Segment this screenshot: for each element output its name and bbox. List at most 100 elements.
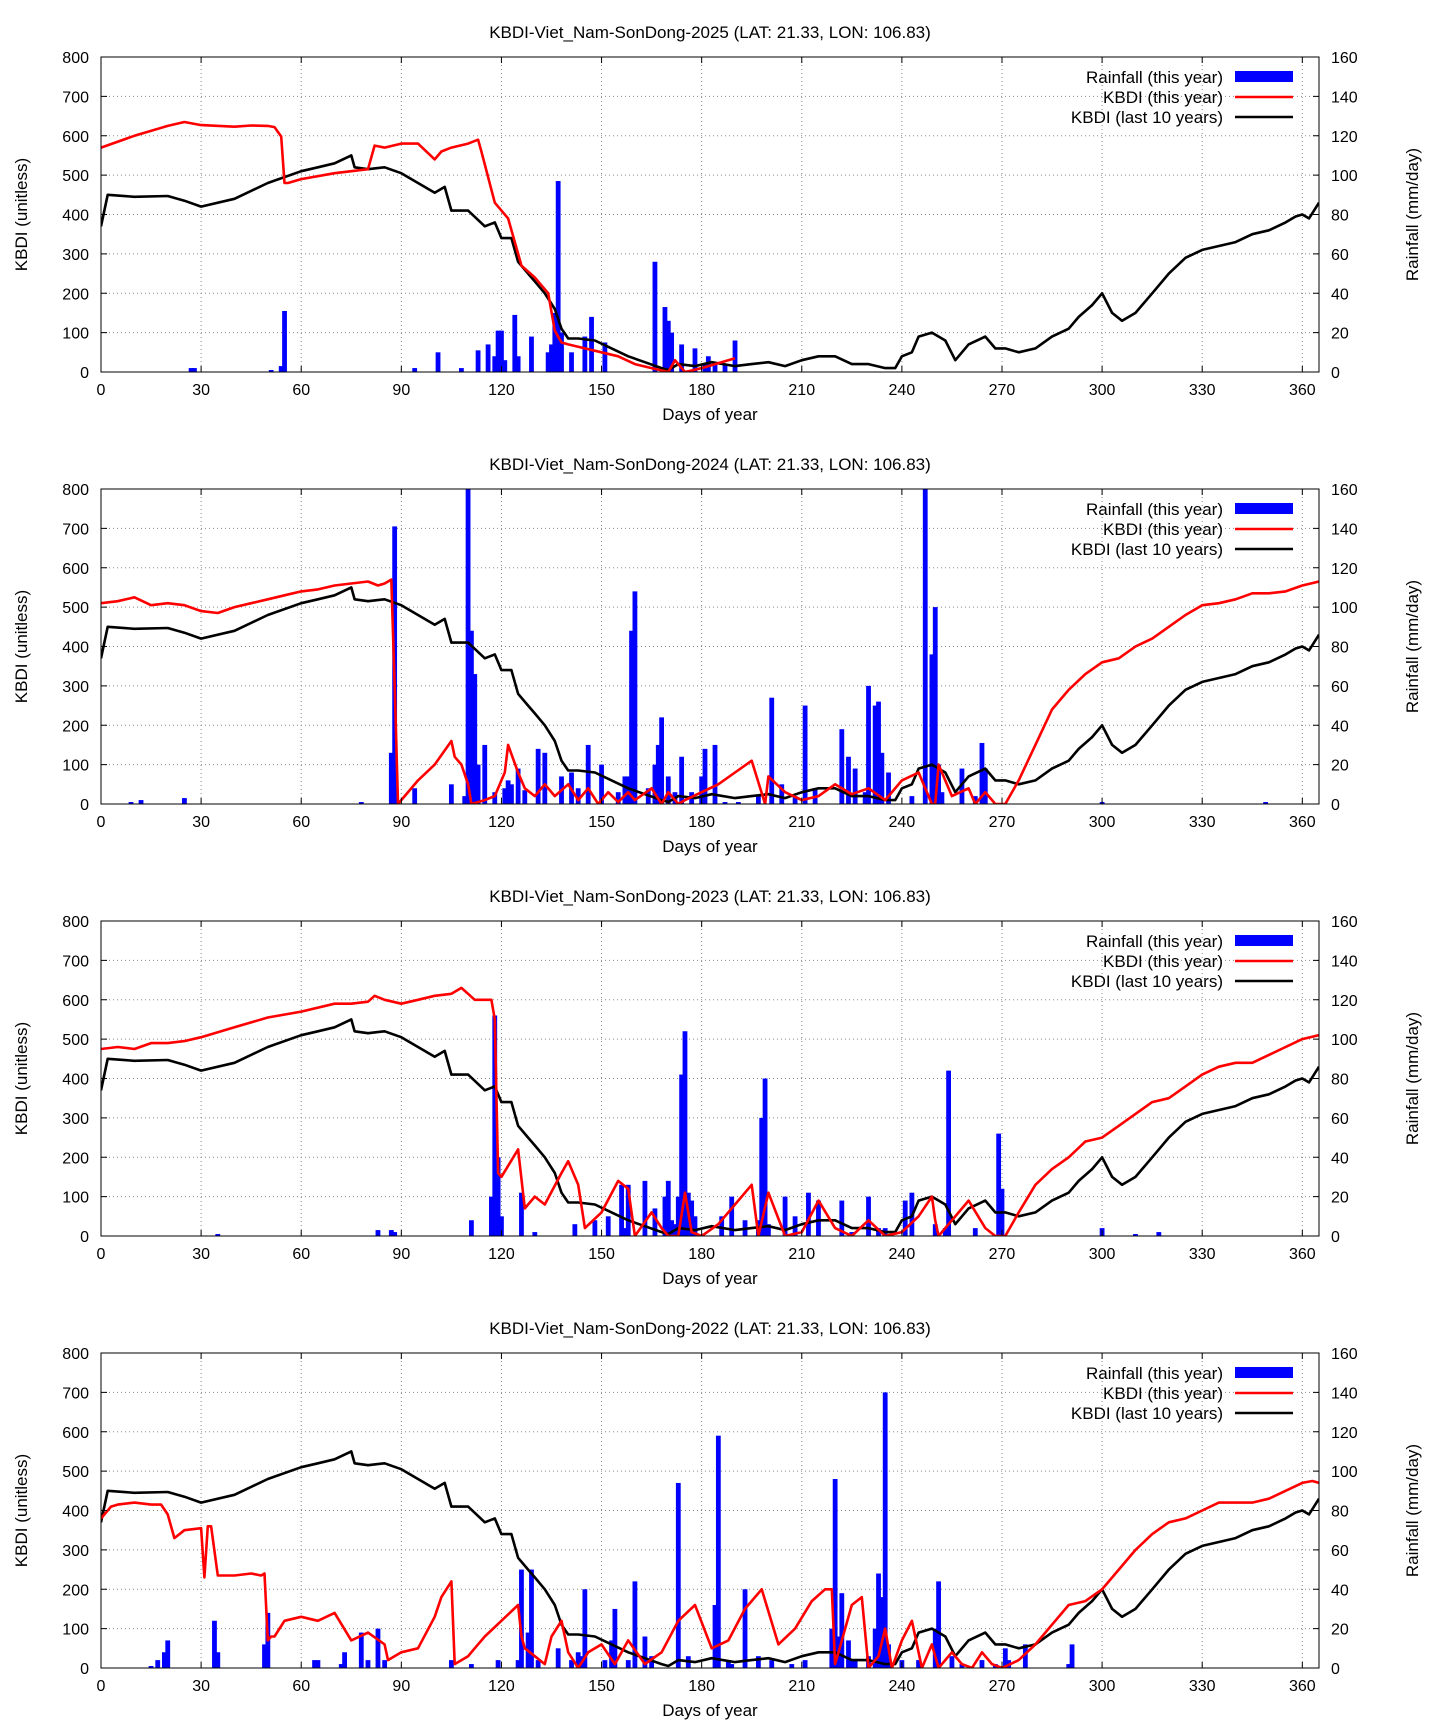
rainfall-bar <box>556 1648 561 1668</box>
rainfall-bar <box>769 1660 774 1668</box>
y-tick-label: 600 <box>62 561 89 578</box>
y2-tick-label: 140 <box>1331 953 1358 970</box>
rainfall-bar <box>165 1640 170 1668</box>
y2-tick-label: 60 <box>1331 247 1349 264</box>
y-axis-label: KBDI (unitless) <box>12 1022 31 1135</box>
y2-tick-label: 0 <box>1331 797 1340 814</box>
kbdi-last10-line <box>101 1451 1319 1666</box>
x-tick-label: 90 <box>392 814 410 831</box>
rainfall-bar <box>155 1660 160 1668</box>
legend-swatch-rainfall <box>1235 503 1293 514</box>
y2-tick-label: 20 <box>1331 326 1349 343</box>
kbdi-lines <box>101 988 1319 1236</box>
legend: Rainfall (this year)KBDI (this year)KBDI… <box>1071 1364 1293 1423</box>
chart-title: KBDI-Viet_Nam-SonDong-2023 (LAT: 21.33, … <box>489 887 931 906</box>
y-tick-label: 200 <box>62 718 89 735</box>
y-tick-label: 0 <box>80 1661 89 1678</box>
y-tick-label: 100 <box>62 326 89 343</box>
y-tick-label: 800 <box>62 482 89 499</box>
rainfall-bar <box>529 337 534 372</box>
legend-swatch-rainfall <box>1235 71 1293 82</box>
x-tick-label: 360 <box>1289 1246 1316 1263</box>
rainfall-bar <box>980 1660 985 1668</box>
rainfall-bar <box>192 368 197 372</box>
kbdi-this-year-line <box>101 1481 1319 1668</box>
y-tick-label: 500 <box>62 600 89 617</box>
kbdi-lines <box>101 580 1319 804</box>
kbdi-chart-3: KBDI-Viet_Nam-SonDong-2022 (LAT: 21.33, … <box>0 1296 1440 1728</box>
kbdi-this-year-line <box>101 988 1319 1236</box>
y-tick-label: 100 <box>62 1622 89 1639</box>
x-tick-label: 330 <box>1189 814 1216 831</box>
rainfall-bar <box>846 757 851 804</box>
x-tick-label: 210 <box>788 814 815 831</box>
legend: Rainfall (this year)KBDI (this year)KBDI… <box>1071 500 1293 559</box>
rainfall-bar <box>342 1652 347 1668</box>
rainfall-bar <box>653 262 658 372</box>
rainfall-bar <box>376 1629 381 1668</box>
y2-axis-label: Rainfall (mm/day) <box>1403 580 1422 713</box>
rainfall-bar <box>182 798 187 804</box>
rainfall-bar <box>392 1232 397 1236</box>
y-tick-label: 500 <box>62 168 89 185</box>
rainfall-bar <box>606 1216 611 1236</box>
kbdi-this-year-line <box>101 122 735 372</box>
x-axis-label: Days of year <box>662 837 758 856</box>
kbdi-chart-0: KBDI-Viet_Nam-SonDong-2025 (LAT: 21.33, … <box>0 0 1440 432</box>
legend-label-kbdi-last10: KBDI (last 10 years) <box>1071 108 1223 127</box>
y2-tick-label: 80 <box>1331 640 1349 657</box>
rainfall-bar <box>950 1656 955 1668</box>
rainfall-bar <box>973 1228 978 1236</box>
x-axis-label: Days of year <box>662 1269 758 1288</box>
rainfall-bar <box>522 790 527 804</box>
y-tick-label: 700 <box>62 953 89 970</box>
y2-tick-label: 80 <box>1331 1504 1349 1521</box>
rainfall-bar <box>923 489 928 804</box>
y-tick-label: 400 <box>62 1072 89 1089</box>
rainfall-bar <box>449 1660 454 1668</box>
x-tick-label: 60 <box>292 382 310 399</box>
y2-tick-label: 140 <box>1331 1385 1358 1402</box>
x-tick-label: 60 <box>292 814 310 831</box>
y2-tick-label: 100 <box>1331 168 1358 185</box>
x-tick-label: 60 <box>292 1246 310 1263</box>
rainfall-bar <box>412 788 417 804</box>
rainfall-bar <box>366 1660 371 1668</box>
x-tick-label: 30 <box>192 814 210 831</box>
y2-axis-label: Rainfall (mm/day) <box>1403 1012 1422 1145</box>
x-tick-label: 150 <box>588 814 615 831</box>
x-tick-label: 30 <box>192 1678 210 1695</box>
x-tick-label: 300 <box>1089 814 1116 831</box>
rainfall-bar <box>592 1220 597 1236</box>
rainfall-bar <box>586 745 591 804</box>
y-tick-label: 800 <box>62 914 89 931</box>
rainfall-bar <box>582 337 587 372</box>
x-axis-label: Days of year <box>662 405 758 424</box>
y-tick-label: 700 <box>62 1385 89 1402</box>
y2-tick-label: 40 <box>1331 1582 1349 1599</box>
y-tick-label: 300 <box>62 1543 89 1560</box>
y2-tick-label: 20 <box>1331 758 1349 775</box>
kbdi-chart-stack: KBDI-Viet_Nam-SonDong-2025 (LAT: 21.33, … <box>0 0 1440 1728</box>
x-tick-label: 0 <box>97 1678 106 1695</box>
y2-tick-label: 160 <box>1331 50 1358 67</box>
y2-axis-label: Rainfall (mm/day) <box>1403 148 1422 281</box>
y2-tick-label: 0 <box>1331 1661 1340 1678</box>
legend-label-kbdi-last10: KBDI (last 10 years) <box>1071 972 1223 991</box>
kbdi-chart-2: KBDI-Viet_Nam-SonDong-2023 (LAT: 21.33, … <box>0 864 1440 1296</box>
legend-swatch-rainfall <box>1235 1367 1293 1378</box>
legend: Rainfall (this year)KBDI (this year)KBDI… <box>1071 932 1293 991</box>
rainfall-bar <box>743 1589 748 1668</box>
y-axis-label: KBDI (unitless) <box>12 590 31 703</box>
rainfall-bar <box>589 317 594 372</box>
rainfall-bar <box>789 1664 794 1668</box>
rainfall-bar <box>1070 1644 1075 1668</box>
rainfall-bars <box>149 1392 1075 1668</box>
x-tick-label: 150 <box>588 1678 615 1695</box>
x-tick-label: 150 <box>588 382 615 399</box>
rainfall-bar <box>572 1224 577 1236</box>
chart-title: KBDI-Viet_Nam-SonDong-2025 (LAT: 21.33, … <box>489 23 931 42</box>
rainfall-bars <box>215 1016 1161 1237</box>
x-tick-label: 180 <box>688 1678 715 1695</box>
x-tick-label: 300 <box>1089 1678 1116 1695</box>
